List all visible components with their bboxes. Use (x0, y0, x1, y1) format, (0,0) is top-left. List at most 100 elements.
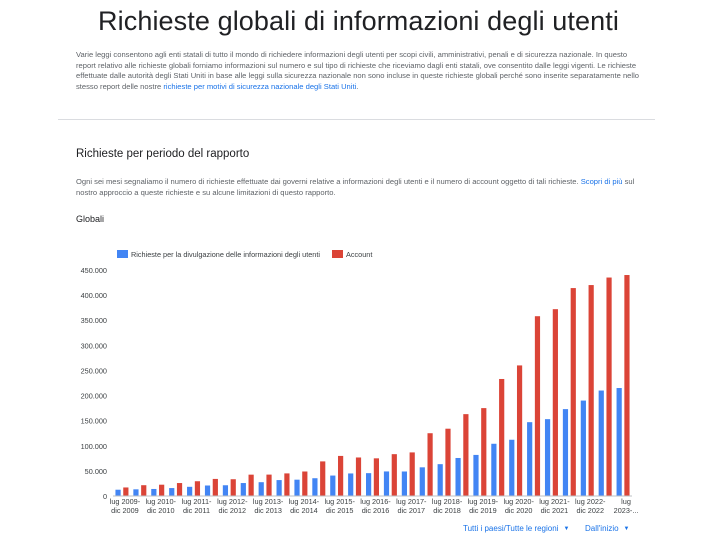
bar-accounts (606, 277, 612, 496)
bar-requests (383, 471, 390, 496)
sort-label: Dall'inizio (585, 524, 619, 533)
bar-accounts (534, 316, 541, 496)
bar-requests (419, 467, 425, 496)
x-tick-label: lug 2023-... (614, 497, 639, 515)
bar-requests (491, 443, 497, 496)
x-tick-label: lug 2019-dic 2019 (468, 497, 499, 515)
x-tick-label-line: lug 2019- (468, 497, 499, 506)
x-tick-label-line: 2023-... (614, 506, 639, 515)
chart-subtitle: Globali (76, 214, 105, 224)
x-tick-label-line: lug 2015- (324, 497, 355, 506)
chevron-down-icon: ▼ (623, 526, 630, 532)
x-tick-label-line: lug 2017- (396, 497, 427, 506)
bar-accounts (445, 428, 451, 496)
bar-accounts (302, 471, 308, 496)
bar-requests (616, 388, 622, 496)
x-tick-label-line: lug 2018- (432, 497, 463, 506)
bar-requests (544, 419, 551, 496)
x-tick-label-line: dic 2016 (362, 506, 390, 515)
y-tick-label: 400.000 (81, 291, 107, 300)
bar-accounts (463, 414, 469, 496)
x-tick-label: lug 2010-dic 2010 (146, 497, 177, 515)
bar-requests (133, 489, 139, 496)
section-desc-text: Ogni sei mesi segnaliamo il numero di ri… (76, 177, 581, 186)
intro-text: Varie leggi consentono agli enti statali… (76, 50, 639, 91)
x-tick-label: lug 2014-dic 2014 (289, 497, 320, 515)
x-tick-label: lug 2018-dic 2018 (432, 497, 463, 515)
y-tick-label: 350.000 (81, 316, 107, 325)
bar-requests (598, 390, 604, 496)
x-tick-label-line: dic 2013 (254, 506, 282, 515)
x-tick-label: lug 2017-dic 2017 (396, 497, 427, 515)
x-tick-label: lug 2013-dic 2013 (253, 497, 284, 515)
learn-more-link[interactable]: Scopri di più (580, 177, 623, 186)
region-filter-dropdown[interactable]: Tutti i paesi/Tutte le regioni ▼ (463, 524, 569, 533)
y-tick-label: 200.000 (81, 392, 107, 401)
bar-accounts (427, 433, 433, 496)
y-tick-label: 50.000 (85, 467, 107, 476)
bar-accounts (552, 309, 558, 496)
bar-accounts (159, 484, 165, 496)
x-tick-label-line: lug 2014- (289, 497, 320, 506)
bar-accounts (338, 455, 344, 496)
x-tick-label: lug 2016-dic 2016 (360, 497, 391, 515)
bar-accounts (499, 378, 505, 496)
bar-accounts (266, 474, 272, 496)
bar-accounts (481, 408, 487, 496)
bar-requests (509, 439, 515, 496)
bar-requests (240, 483, 246, 496)
legend-label: Richieste per la divulgazione delle info… (131, 250, 320, 259)
x-tick-label: lug 2020-dic 2020 (503, 497, 534, 515)
bar-accounts (230, 479, 236, 496)
x-tick-label: lug 2022-dic 2022 (575, 497, 606, 515)
bar-accounts (624, 275, 630, 496)
x-tick-label-line: dic 2022 (576, 506, 604, 515)
intro-paragraph: Varie leggi consentono agli enti statali… (76, 50, 648, 92)
x-tick-label: lug 2011-dic 2011 (182, 497, 212, 515)
x-tick-label-line: dic 2021 (541, 506, 569, 515)
bar-requests (455, 457, 461, 496)
section-divider (58, 119, 655, 120)
intro-end: . (356, 81, 359, 91)
x-tick-label-line: dic 2012 (219, 506, 247, 515)
x-tick-label-line: dic 2011 (183, 506, 210, 515)
x-tick-label-line: lug 2009- (110, 497, 141, 506)
bar-accounts (373, 458, 379, 496)
bar-accounts (212, 478, 218, 496)
bar-accounts (570, 288, 576, 496)
bar-accounts (409, 452, 415, 496)
region-filter-label: Tutti i paesi/Tutte le regioni (463, 524, 559, 533)
x-tick-label-line: dic 2017 (397, 506, 425, 515)
x-tick-label-line: lug 2020- (503, 497, 534, 506)
chevron-down-icon: ▼ (563, 526, 570, 532)
bar-accounts (320, 461, 326, 496)
x-tick-label: lug 2009-dic 2009 (110, 497, 141, 515)
x-tick-label-line: dic 2014 (290, 506, 318, 515)
y-tick-label: 100.000 (81, 442, 107, 451)
bar-accounts (141, 485, 147, 496)
bar-accounts (355, 457, 362, 496)
x-tick-label-line: dic 2010 (147, 506, 175, 515)
x-tick-label: lug 2012-dic 2012 (217, 497, 248, 515)
x-tick-label-line: lug 2021- (539, 497, 570, 506)
section-title: Richieste per periodo del rapporto (76, 148, 250, 160)
x-tick-label: lug 2021-dic 2021 (539, 497, 570, 515)
legend-label: Account (346, 250, 372, 259)
x-tick-label-line: dic 2018 (433, 506, 461, 515)
bar-requests (169, 488, 175, 496)
bar-requests (348, 473, 354, 496)
bar-requests (312, 478, 318, 496)
x-tick-label-line: lug 2022- (575, 497, 606, 506)
bar-requests (204, 485, 211, 496)
bar-requests (473, 454, 479, 496)
y-tick-label: 300.000 (81, 341, 107, 350)
national-security-link[interactable]: richieste per motivi di sicurezza nazion… (163, 81, 357, 91)
y-tick-label: 0 (103, 492, 107, 501)
x-tick-label-line: dic 2015 (326, 506, 354, 515)
x-tick-label-line: lug 2011- (182, 497, 212, 506)
requests-bar-chart: 0 50.000 100.000 150.000 200.000 250.000 300.0… (81, 250, 639, 515)
x-tick-label-line: dic 2019 (469, 506, 497, 515)
sort-dropdown[interactable]: Dall'inizio ▼ (585, 524, 630, 533)
bar-requests (401, 471, 407, 496)
section-desc-end: sul nostro approccio a queste richieste … (76, 177, 635, 197)
